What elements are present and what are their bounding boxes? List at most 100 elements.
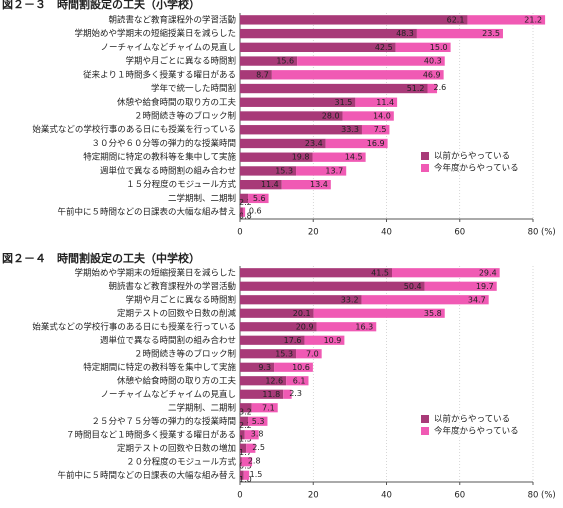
value-label: 21.2 xyxy=(524,15,542,24)
x-tick-label: 60 xyxy=(454,491,465,501)
category-label: ２時間続き等のブロック制 xyxy=(134,111,236,122)
category-label: 定期テストの回数や日数の削減 xyxy=(117,308,237,319)
chart-title: 図２－３ 時間割設定の工夫（小学校） xyxy=(2,0,200,11)
value-label: 1.7 xyxy=(239,448,252,457)
legend-swatch xyxy=(421,152,429,160)
value-label: 20.1 xyxy=(293,309,311,318)
value-label: 48.3 xyxy=(396,29,414,38)
bar-segment xyxy=(240,179,282,190)
value-label: 19.7 xyxy=(476,282,494,291)
x-tick-label: 0 xyxy=(237,228,242,238)
value-label: 1.5 xyxy=(250,470,263,479)
category-label: 始業式などの学校行事のある日にも授業を行っている xyxy=(32,124,236,135)
x-tick-label: 60 xyxy=(454,228,465,238)
value-label: 2.3 xyxy=(289,389,302,398)
bar-segment xyxy=(424,281,497,291)
category-label: 学年で統一した時間割 xyxy=(151,83,236,94)
category-label: 特定期間に特定の教科等を集中して実施 xyxy=(83,362,236,373)
x-axis-label: (%) xyxy=(541,228,556,238)
bar-segment xyxy=(355,97,398,107)
value-label: 9.3 xyxy=(258,363,271,372)
value-label: 2.2 xyxy=(239,198,252,207)
value-label: 11.8 xyxy=(262,390,280,399)
category-label: 定期テストの回数や日数の増加 xyxy=(117,443,236,454)
bar-segment xyxy=(312,152,366,162)
bar-segment xyxy=(242,207,246,217)
bar-segment xyxy=(240,152,313,162)
legend-label: 今年度からやっている xyxy=(434,163,519,174)
bar-segment xyxy=(240,166,297,176)
value-label: 17.6 xyxy=(284,336,302,345)
value-label: 50.4 xyxy=(404,282,422,291)
bar-segment xyxy=(240,457,242,467)
category-label: 休憩や給食時間の取り方の工夫 xyxy=(117,97,237,108)
category-label: ノーチャイムなどチャイムの見直し xyxy=(101,389,237,400)
bar-segment xyxy=(240,56,298,66)
value-label: 10.6 xyxy=(292,363,310,372)
value-label: 33.3 xyxy=(341,125,359,134)
bar-segment xyxy=(316,322,377,332)
value-label: 41.5 xyxy=(371,268,389,277)
bar-segment xyxy=(240,268,392,278)
bar-segment xyxy=(240,295,362,305)
value-label: 62.1 xyxy=(447,15,465,24)
chart-title: 図２－４ 時間割設定の工夫（中学校） xyxy=(2,251,200,265)
category-label: ７時間目など１時間多く授業する曜日がある xyxy=(66,429,236,440)
x-axis-label: (%) xyxy=(541,491,556,501)
category-label: 朝読書など教育課程外の学習活動 xyxy=(108,281,236,292)
x-tick-label: 80 xyxy=(528,491,539,501)
category-label: 学期や月ごとに異なる時間割 xyxy=(125,56,236,67)
value-label: 8.7 xyxy=(256,70,269,79)
category-label: 週単位で異なる時間割の組み合わせ xyxy=(100,165,236,176)
legend-label: 今年度からやっている xyxy=(434,426,519,437)
bar-segment xyxy=(240,308,314,318)
bar-segment xyxy=(391,268,500,278)
bar-segment xyxy=(281,179,331,190)
value-label: 7.0 xyxy=(306,349,319,358)
bar-segment xyxy=(240,430,245,440)
bar-segment xyxy=(240,322,317,332)
bar-segment xyxy=(243,470,250,480)
value-label: 35.8 xyxy=(424,309,442,318)
legend-swatch xyxy=(421,164,429,172)
bar-segment xyxy=(427,83,438,94)
value-label: 13.7 xyxy=(325,166,343,175)
bar-segment xyxy=(283,389,292,399)
category-label: ３０分や６０分等の弾力的な授業時間 xyxy=(91,138,236,149)
value-label: 23.4 xyxy=(305,139,323,148)
category-label: ノーチャイムなどチャイムの見直し xyxy=(101,42,237,53)
value-label: 3.2 xyxy=(239,407,252,416)
value-label: 14.0 xyxy=(373,112,391,121)
category-label: 朝読書など教育課程外の学習活動 xyxy=(108,14,236,25)
value-label: 12.6 xyxy=(265,376,283,385)
category-label: １５分程度のモジュール方式 xyxy=(126,179,236,190)
category-label: 二学期制、二期制 xyxy=(168,193,236,204)
bar-segment xyxy=(297,56,445,66)
x-tick-label: 20 xyxy=(308,491,319,501)
bar-segment xyxy=(240,28,417,39)
value-label: 3.8 xyxy=(251,429,264,438)
value-label: 2.8 xyxy=(248,456,261,465)
x-tick-label: 20 xyxy=(308,228,319,238)
legend-swatch xyxy=(421,415,429,423)
bar-segment xyxy=(240,15,468,25)
bar-segment xyxy=(240,376,287,386)
value-label: 46.9 xyxy=(423,70,441,79)
bar-segment xyxy=(240,70,272,80)
bar-segment xyxy=(467,15,546,25)
category-label: 特定期間に特定の教科等を集中して実施 xyxy=(83,152,236,163)
bar-segment xyxy=(296,166,347,176)
category-label: ２時間続き等のブロック制 xyxy=(134,348,236,359)
category-label: 午前中に５時間などの日課表の大幅な組み替え xyxy=(57,470,236,481)
category-label: 休憩や給食時間の取り方の工夫 xyxy=(117,375,237,386)
bar-segment xyxy=(240,281,425,291)
bar-segment xyxy=(248,416,268,426)
value-label: 7.1 xyxy=(262,403,275,412)
category-label: 学期や月ごとに異なる時間割 xyxy=(125,294,236,305)
bar-segment xyxy=(313,308,445,318)
bar-segment xyxy=(296,349,322,359)
bar-segment xyxy=(240,193,249,204)
value-label: 16.3 xyxy=(355,322,373,331)
bar-segment xyxy=(240,83,428,94)
